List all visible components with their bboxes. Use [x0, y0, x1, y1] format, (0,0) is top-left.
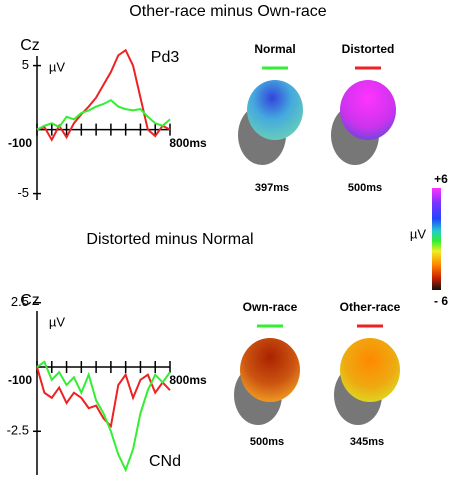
y-tick-label: 2.5 — [11, 294, 29, 309]
erp-line — [36, 366, 171, 429]
y-tick-label: 5 — [22, 57, 29, 72]
head-map — [240, 338, 300, 402]
erp-line — [36, 98, 171, 131]
channel-label: Cz — [20, 37, 40, 54]
annotation: Pd3 — [151, 49, 180, 66]
head-map — [340, 338, 400, 402]
colorbar — [432, 188, 441, 290]
map-latency: 500ms — [348, 182, 382, 194]
map-label: Normal — [254, 42, 295, 56]
map-latency: 345ms — [350, 436, 384, 448]
annotation: CNd — [149, 453, 181, 470]
channel-label: Cz — [20, 292, 40, 309]
chart-title: Other-race minus Own-race — [129, 3, 326, 20]
x-tick-label: 800ms — [169, 373, 207, 387]
y-tick-label: -2.5 — [7, 423, 29, 438]
colorbar-min: - 6 — [434, 294, 448, 308]
map-label: Own-race — [243, 300, 298, 314]
map-label: Other-race — [340, 300, 401, 314]
chart-title: Distorted minus Normal — [86, 231, 253, 248]
map-latency: 397ms — [255, 182, 289, 194]
y-axis-label: µV — [49, 59, 65, 74]
head-map — [340, 80, 396, 140]
x-tick-label: -100 — [8, 136, 32, 150]
colorbar-unit: µV — [410, 226, 426, 241]
heads — [234, 80, 400, 425]
erp-line — [36, 360, 171, 473]
colorbar-max: +6 — [434, 172, 448, 186]
head-map — [247, 80, 303, 140]
map-latency: 500ms — [250, 436, 284, 448]
y-tick-label: -5 — [17, 185, 29, 200]
x-tick-label: 800ms — [169, 136, 207, 150]
map-label: Distorted — [342, 42, 395, 56]
x-tick-label: -100 — [8, 373, 32, 387]
y-axis-label: µV — [49, 314, 65, 329]
